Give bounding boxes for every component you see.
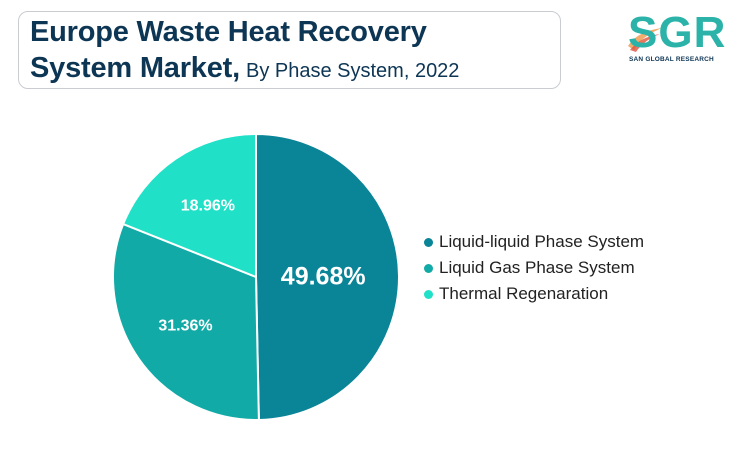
- legend: Liquid-liquid Phase System Liquid Gas Pha…: [424, 229, 644, 307]
- sgr-logo: SGR SAN GLOBAL RESEARCH: [626, 8, 725, 66]
- legend-label: Liquid Gas Phase System: [439, 258, 635, 277]
- title-box: Europe Waste Heat Recovery System Market…: [18, 11, 561, 89]
- legend-dot-icon: [424, 237, 433, 247]
- legend-item-2: Thermal Regenaration: [424, 281, 644, 307]
- pie-slice-2: [121, 132, 257, 279]
- chart-title-line2-bold: System Market,: [30, 52, 240, 84]
- legend-dot-icon: [424, 263, 433, 273]
- legend-dot-icon: [424, 289, 433, 299]
- legend-label: Thermal Regenaration: [439, 284, 609, 303]
- logo-text: SGR: [628, 8, 727, 57]
- slice-label-1: 31.36%: [158, 317, 212, 334]
- logo-swoosh-icon: [628, 28, 662, 52]
- chart-title-line1: Europe Waste Heat Recovery: [30, 16, 427, 48]
- slice-label-0: 49.68%: [281, 262, 366, 290]
- pie-slice-1: [112, 222, 260, 421]
- legend-label: Liquid-liquid Phase System: [439, 232, 645, 251]
- chart-subtitle: By Phase System, 2022: [245, 60, 460, 82]
- logo-subtext: SAN GLOBAL RESEARCH: [629, 56, 714, 63]
- pie-slice-0: [255, 132, 400, 421]
- legend-item-1: Liquid Gas Phase System: [424, 255, 644, 281]
- legend-item-0: Liquid-liquid Phase System: [424, 229, 644, 255]
- slice-label-2: 18.96%: [181, 197, 235, 214]
- chart-title-line2: System Market, By Phase System, 2022: [30, 52, 459, 85]
